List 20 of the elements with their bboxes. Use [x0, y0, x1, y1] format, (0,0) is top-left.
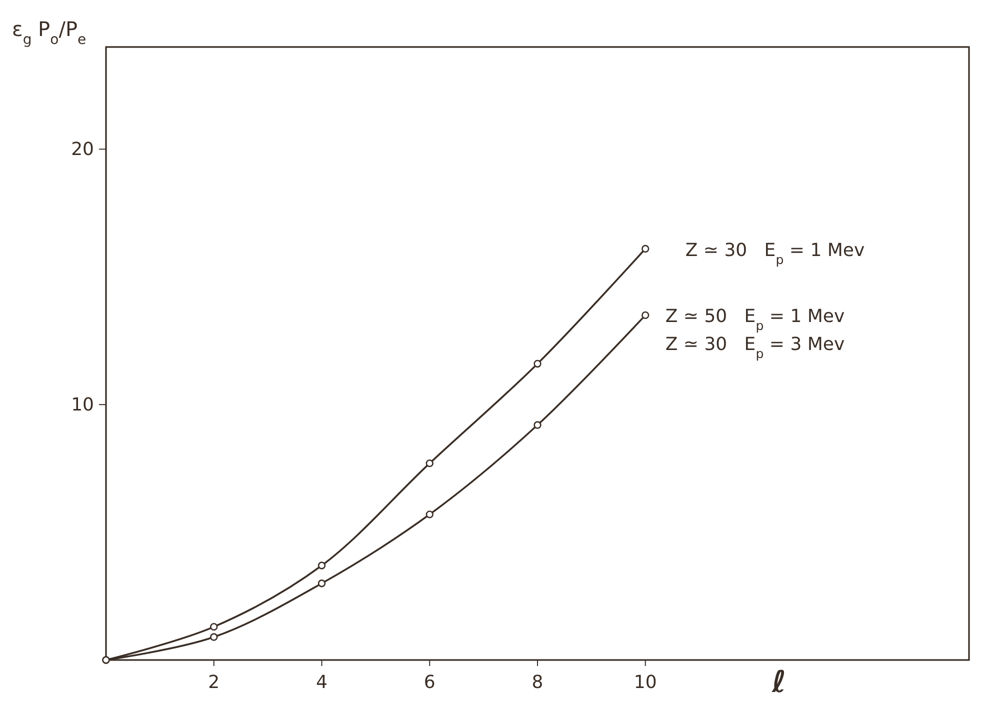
- point: [210, 633, 218, 641]
- point: [534, 360, 542, 368]
- x-tick-label: 8: [532, 672, 544, 693]
- x-tick-label: 10: [634, 672, 657, 693]
- point: [426, 510, 434, 518]
- series-label: Z ≃ 50 E$_{p}$ = 1 Mev Z ≃ 30 E$_{p}$ = 3 Mev: [665, 306, 845, 361]
- point: [642, 311, 650, 320]
- point: [534, 421, 542, 429]
- y-tick-label: 20: [71, 139, 94, 160]
- text: Z ≃ 30 E$_{p}$ = 1 Mev: [685, 240, 865, 266]
- x-tick-label: 4: [316, 672, 328, 693]
- x-axis-title: ℓ: [771, 665, 786, 700]
- point: [642, 244, 650, 253]
- point: [318, 580, 326, 588]
- point: [318, 562, 326, 570]
- x-tick-label: 2: [208, 672, 220, 693]
- y-axis-title: ε$_{g}$ P$_{o}$/P$_{e}$: [12, 17, 86, 48]
- x-tick-label: 6: [424, 672, 436, 693]
- point: [426, 459, 434, 468]
- point: [210, 622, 218, 631]
